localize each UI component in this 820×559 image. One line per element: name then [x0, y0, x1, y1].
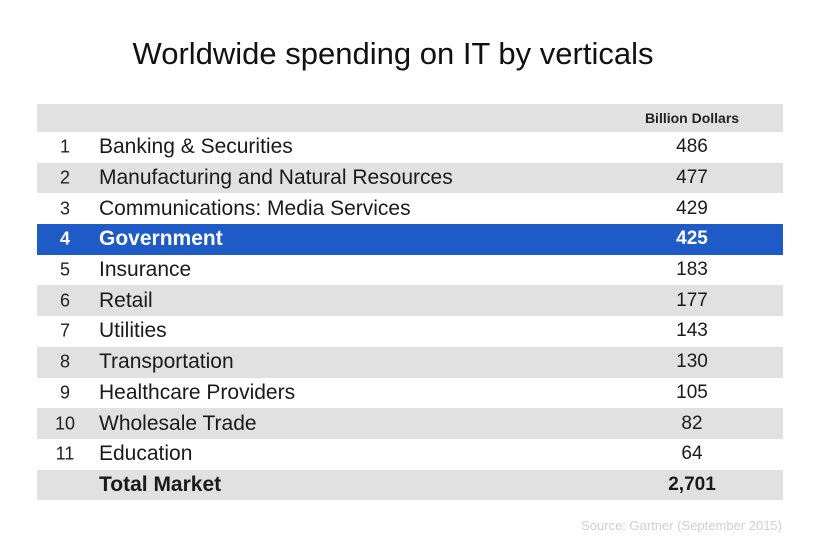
value-cell: 82: [681, 412, 703, 434]
vertical-label: Insurance: [99, 258, 192, 282]
chart-title: Worldwide spending on IT by verticals: [132, 36, 654, 71]
vertical-label: Transportation: [99, 350, 234, 374]
spending-table: Billion Dollars 1 Banking & Securities 486…: [37, 104, 783, 501]
table-row: 7 Utilities 143: [37, 316, 783, 347]
rank-cell: 3: [59, 198, 70, 219]
value-cell: 64: [681, 443, 703, 465]
table-row: 10 Wholesale Trade 82: [37, 408, 783, 439]
value-cell: 105: [676, 381, 708, 403]
vertical-label: Retail: [99, 288, 153, 312]
rank-cell: 5: [59, 259, 70, 280]
rank-cell: 4: [59, 228, 70, 249]
table-row: 3 Communications: Media Services 429: [37, 193, 783, 224]
total-row: Total Market 2,701: [37, 469, 783, 501]
rank-cell: 2: [59, 167, 70, 188]
rank-cell: 7: [59, 320, 70, 341]
rank-cell: 9: [59, 382, 70, 403]
unit-header: Billion Dollars: [644, 110, 740, 126]
table-row: 2 Manufacturing and Natural Resources 477: [37, 162, 783, 194]
value-cell: 477: [676, 167, 708, 189]
value-cell: 486: [676, 136, 708, 158]
vertical-label: Healthcare Providers: [99, 380, 296, 404]
vertical-label: Government: [99, 227, 223, 251]
table-row: 4 Government 425: [37, 224, 783, 255]
vertical-label: Banking & Securities: [99, 135, 293, 159]
rank-cell: 10: [54, 413, 76, 434]
table-row: 11 Education 64: [37, 439, 783, 470]
table-row: 9 Healthcare Providers 105: [37, 378, 783, 409]
vertical-label: Communications: Media Services: [99, 196, 411, 220]
table-body: 1 Banking & Securities 486 2 Manufacturing a…: [37, 132, 783, 470]
rank-cell: 1: [59, 136, 70, 157]
value-cell: 177: [676, 289, 708, 311]
vertical-label: Manufacturing and Natural Resources: [99, 166, 453, 190]
value-cell: 130: [676, 351, 708, 373]
vertical-label: Wholesale Trade: [99, 411, 257, 435]
rank-cell: 11: [55, 443, 75, 464]
rank-cell: 6: [59, 290, 70, 311]
source-note: Source: Gartner (September 2015): [581, 518, 782, 533]
rank-cell: 8: [59, 351, 70, 372]
vertical-label: Education: [99, 442, 193, 466]
table-row: 1 Banking & Securities 486: [37, 132, 783, 163]
vertical-label: Utilities: [99, 319, 167, 343]
table-row: 8 Transportation 130: [37, 346, 783, 378]
table-header: Billion Dollars: [37, 104, 783, 132]
value-cell: 429: [676, 197, 708, 219]
value-cell: 425: [676, 228, 708, 250]
table-row: 6 Retail 177: [37, 285, 783, 317]
value-cell: 183: [676, 259, 708, 281]
value-cell: 143: [676, 320, 708, 342]
total-label: Total Market: [99, 472, 222, 496]
table-row: 5 Insurance 183: [37, 255, 783, 286]
total-value: 2,701: [668, 473, 716, 495]
